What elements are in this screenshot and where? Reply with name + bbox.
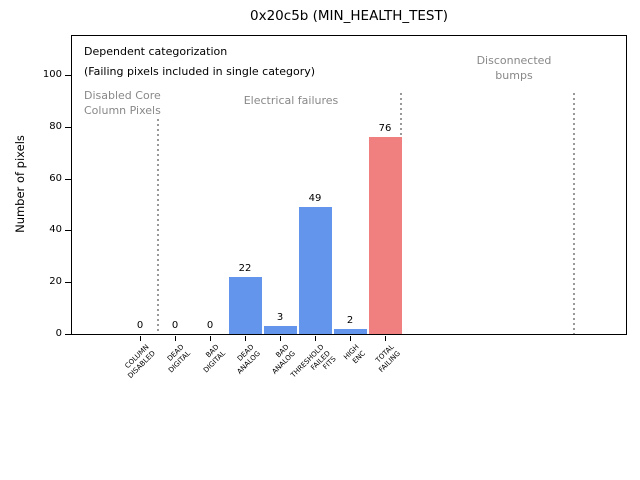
y-tick-label: 80	[49, 121, 62, 132]
y-tick-mark	[65, 75, 71, 76]
bar-value-label: 2	[346, 315, 354, 326]
y-tick-mark	[65, 127, 71, 128]
bar-value-label: 0	[136, 320, 144, 331]
region-label: Disconnected bumps	[476, 54, 552, 82]
annotation-line: (Failing pixels included in single categ…	[84, 65, 316, 78]
region-separator-line	[573, 93, 575, 334]
bar-value-label: 3	[276, 312, 284, 323]
y-tick-label: 40	[49, 224, 62, 235]
y-tick-label: 0	[55, 328, 62, 339]
x-tick-mark	[245, 336, 246, 341]
x-tick-mark	[210, 336, 211, 341]
x-tick-mark	[350, 336, 351, 341]
x-tick-mark	[140, 336, 141, 341]
bar-value-label: 0	[206, 320, 214, 331]
bar-value-label: 0	[171, 320, 179, 331]
bar	[228, 277, 262, 334]
annotation-line: Dependent categorization	[84, 45, 228, 58]
y-tick-mark	[65, 230, 71, 231]
bar	[368, 137, 402, 334]
plot-area: 0 0 0 22 3 49 2 76 Dependent categorization (Fail…	[71, 35, 627, 335]
y-tick-mark	[65, 179, 71, 180]
y-tick-mark	[65, 334, 71, 335]
x-tick-mark	[280, 336, 281, 341]
region-separator-line	[156, 119, 159, 334]
region-label: Electrical failures	[243, 94, 339, 107]
bar	[333, 329, 367, 334]
region-label: Disabled Core Column Pixels	[84, 89, 161, 117]
bar	[298, 207, 332, 334]
y-tick-label: 20	[49, 276, 62, 287]
x-tick-mark	[385, 336, 386, 341]
y-tick-mark	[65, 282, 71, 283]
y-tick-label: 100	[42, 69, 62, 80]
x-tick-mark	[175, 336, 176, 341]
chart-title: 0x20c5b (MIN_HEALTH_TEST)	[250, 8, 448, 24]
bar-value-label: 76	[378, 123, 392, 134]
bar-value-label: 49	[308, 193, 322, 204]
y-tick-label: 60	[49, 173, 62, 184]
x-tick-mark	[315, 336, 316, 341]
bar-value-label: 22	[238, 263, 252, 274]
bar	[263, 326, 297, 334]
